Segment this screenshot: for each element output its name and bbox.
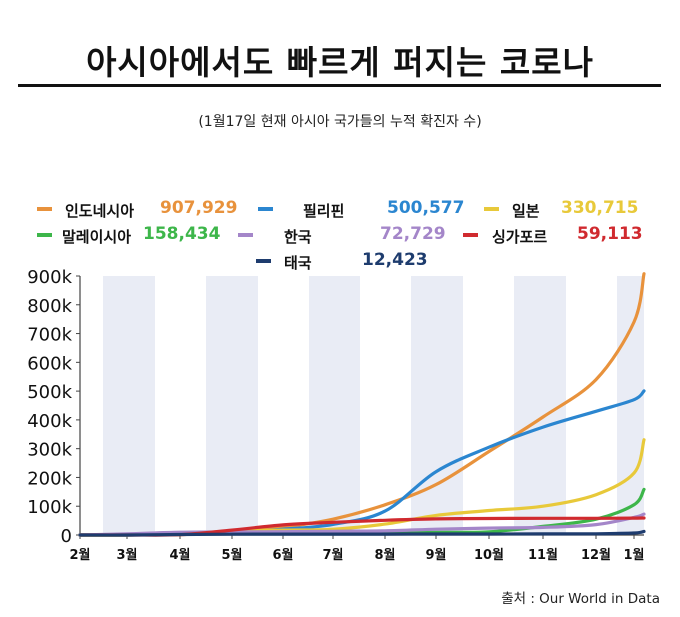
title-underline — [18, 84, 661, 87]
y-tick-label-9: 900k — [27, 267, 72, 288]
x-tick-label-2: 4월 — [169, 547, 190, 563]
legend-swatch-japan — [484, 207, 499, 211]
x-tick-label-11: 1월 — [623, 547, 644, 563]
legend-label-indonesia: 인도네시아 — [65, 202, 135, 220]
series-line-korea — [78, 512, 646, 537]
y-tick-label-0: 0 — [61, 526, 72, 547]
x-tick-label-3: 5월 — [221, 547, 242, 563]
x-tick-label-5: 7월 — [322, 547, 343, 563]
legend-label-thailand: 태국 — [284, 254, 312, 272]
legend-value-indonesia: 907,929 — [160, 198, 238, 218]
legend-value-singapore: 59,113 — [577, 224, 643, 244]
grid-band-1 — [206, 276, 258, 535]
legend-label-philippines: 필리핀 — [303, 202, 345, 220]
x-tick-label-1: 3월 — [116, 547, 137, 563]
legend-swatch-singapore — [463, 233, 478, 237]
x-tick-label-8: 10월 — [474, 547, 504, 563]
series-line-thailand — [78, 529, 646, 537]
legend-label-malaysia: 말레이시아 — [62, 228, 132, 246]
legend-label-japan: 일본 — [512, 202, 540, 220]
y-tick-label-3: 300k — [27, 440, 72, 461]
y-tick-label-7: 700k — [27, 325, 72, 346]
legend-value-malaysia: 158,434 — [143, 224, 221, 244]
y-tick-label-6: 600k — [27, 353, 72, 374]
legend-label-singapore: 싱가포르 — [492, 228, 548, 246]
x-tick-label-0: 2월 — [69, 547, 90, 563]
chart-subtitle: (1월17일 현재 아시아 국가들의 누적 확진자 수) — [198, 114, 482, 130]
x-tick-label-4: 6월 — [272, 547, 293, 563]
x-tick-label-7: 9월 — [425, 547, 446, 563]
legend-value-thailand: 12,423 — [362, 250, 428, 270]
y-tick-label-8: 800k — [27, 296, 72, 317]
legend-swatch-indonesia — [37, 207, 52, 211]
y-tick-label-1: 100k — [27, 497, 72, 518]
legend-value-korea: 72,729 — [380, 224, 446, 244]
legend-value-philippines: 500,577 — [387, 198, 465, 218]
x-tick-label-9: 11월 — [528, 547, 558, 563]
grid-band-4 — [514, 276, 566, 535]
grid-band-2 — [309, 276, 360, 535]
grid-band-3 — [411, 276, 463, 535]
y-tick-label-4: 400k — [27, 411, 72, 432]
x-tick-label-6: 8월 — [374, 547, 395, 563]
chart-title: 아시아에서도 빠르게 퍼지는 코로나 — [86, 43, 594, 82]
grid-band-0 — [103, 276, 155, 535]
legend-swatch-philippines — [258, 207, 273, 211]
legend-swatch-thailand — [256, 259, 271, 263]
legend-swatch-korea — [238, 233, 253, 237]
legend-label-korea: 한국 — [284, 228, 312, 246]
y-tick-label-5: 500k — [27, 382, 72, 403]
legend-swatch-malaysia — [37, 233, 52, 237]
x-tick-label-10: 12월 — [581, 547, 611, 563]
y-tick-label-2: 200k — [27, 468, 72, 489]
legend-value-japan: 330,715 — [561, 198, 639, 218]
source-credit: 출처 : Our World in Data — [501, 591, 660, 607]
